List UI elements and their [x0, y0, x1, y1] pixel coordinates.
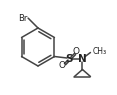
Text: S: S: [66, 53, 73, 63]
Text: O: O: [73, 47, 80, 56]
Text: Br: Br: [18, 14, 27, 23]
Text: N: N: [78, 53, 87, 63]
Text: O: O: [59, 61, 66, 70]
Text: CH₃: CH₃: [92, 47, 107, 56]
